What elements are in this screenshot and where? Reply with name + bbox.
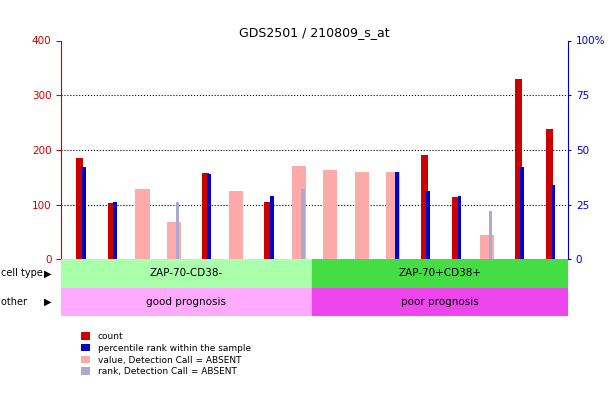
Legend: count, percentile rank within the sample, value, Detection Call = ABSENT, rank, : count, percentile rank within the sample…	[78, 328, 254, 380]
Bar	[76, 158, 83, 259]
Bar	[312, 288, 568, 316]
Text: ▶: ▶	[44, 297, 51, 307]
Bar	[480, 234, 494, 259]
Bar	[176, 202, 180, 259]
Bar	[421, 156, 428, 259]
Bar	[489, 211, 492, 259]
Bar	[301, 189, 305, 259]
Bar	[202, 173, 208, 259]
Bar	[270, 196, 274, 259]
Bar	[61, 288, 312, 316]
Bar	[167, 222, 181, 259]
Bar	[312, 259, 568, 288]
Text: ZAP-70+CD38+: ZAP-70+CD38+	[398, 269, 481, 278]
Bar	[265, 202, 271, 259]
Text: ▶: ▶	[44, 269, 51, 278]
Bar	[521, 167, 524, 259]
Bar	[514, 79, 522, 259]
Bar	[136, 189, 150, 259]
Bar	[546, 129, 553, 259]
Bar	[354, 172, 368, 259]
Bar	[292, 166, 306, 259]
Bar	[386, 172, 400, 259]
Bar	[552, 185, 555, 259]
Text: other: other	[1, 297, 30, 307]
Bar	[61, 259, 312, 288]
Bar	[82, 167, 86, 259]
Bar	[395, 172, 399, 259]
Text: poor prognosis: poor prognosis	[401, 297, 479, 307]
Bar	[452, 197, 459, 259]
Bar	[207, 174, 211, 259]
Text: good prognosis: good prognosis	[146, 297, 226, 307]
Bar	[108, 203, 115, 259]
Bar	[114, 202, 117, 259]
Text: ZAP-70-CD38-: ZAP-70-CD38-	[150, 269, 223, 278]
Bar	[458, 196, 461, 259]
Bar	[426, 192, 430, 259]
Title: GDS2501 / 210809_s_at: GDS2501 / 210809_s_at	[240, 26, 390, 39]
Text: cell type: cell type	[1, 269, 46, 278]
Bar	[229, 191, 243, 259]
Bar	[323, 170, 337, 259]
